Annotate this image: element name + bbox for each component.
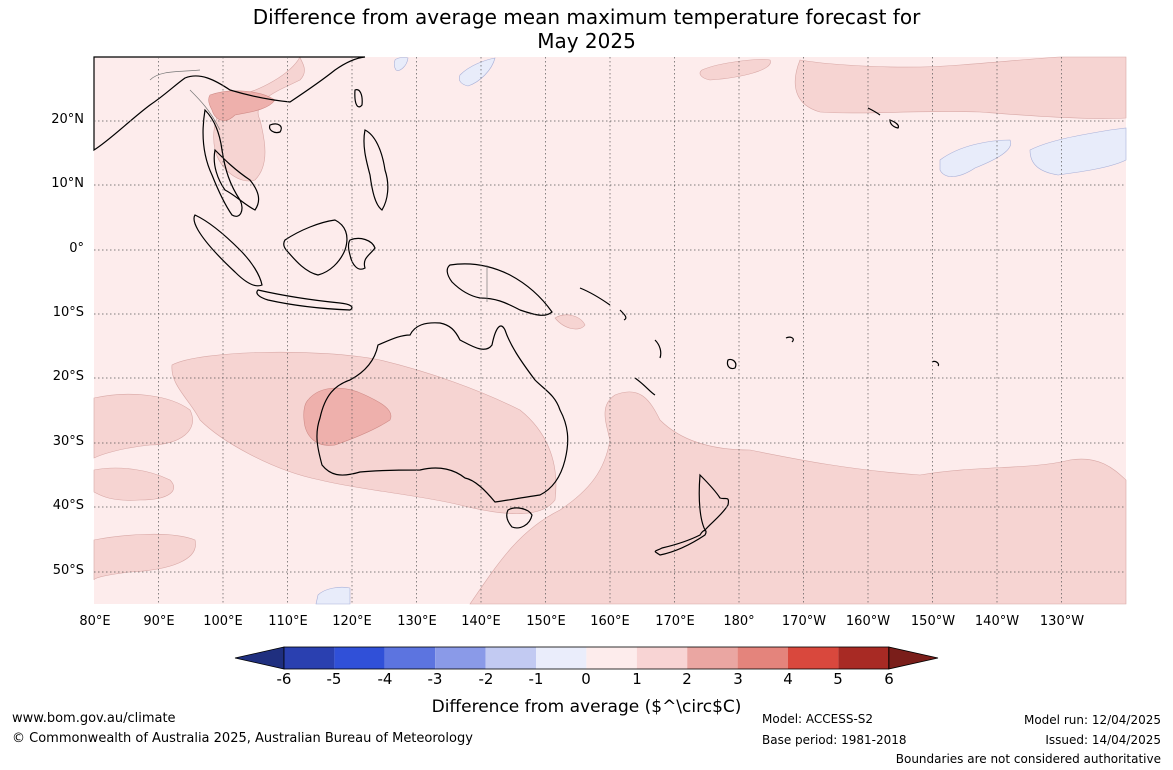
colorbar-tick: -2 [478,670,494,688]
coast-sulawesi [347,237,376,270]
colorbar-bin [838,647,889,669]
colorbar-extend-min [234,646,285,670]
lon-label: 160°E [590,614,630,629]
colorbar-tick: 6 [884,670,894,688]
gridlines [94,57,1126,604]
colorbar-extend-max [888,646,939,670]
coast-sumatra [193,214,263,287]
lat-label: 20°S [52,369,84,384]
anomaly-negative-regions [315,57,1127,605]
colorbar-bin [485,647,536,669]
lon-label: 160°W [845,614,891,629]
copyright-text: © Commonwealth of Australia 2025, Austra… [12,731,473,746]
colorbar-bin [737,647,788,669]
lat-label: 30°S [52,434,84,449]
coast-new-zealand-south [654,529,707,556]
coast-java [256,289,353,311]
lat-label: 10°N [51,176,84,191]
forecast-map [93,56,1127,605]
model-run-text: Model run: 12/04/2025 [1023,713,1161,727]
colorbar-bin [435,647,486,669]
coast-tasmania [506,507,533,529]
colorbar-bin [536,647,587,669]
lat-label: 50°S [52,563,84,578]
coast-australia [316,322,569,503]
lon-label: 140°E [461,614,501,629]
lon-label: 150°W [910,614,956,629]
lon-label: 170°W [781,614,827,629]
colorbar-bin [334,647,385,669]
colorbar-tick: -1 [528,670,544,688]
lon-label: 130°W [1039,614,1085,629]
colorbar-tick: 3 [733,670,743,688]
borders [149,69,488,302]
lon-label: 140°W [974,614,1020,629]
coast-new-guinea [446,263,553,316]
colorbar-bin [384,647,436,669]
lon-label: 110°E [268,614,308,629]
coast-new-zealand-north [698,473,730,532]
colorbar-tick: 5 [833,670,843,688]
colorbar-frame [283,646,890,670]
coast-philippines [363,129,389,211]
lon-label: 80°E [79,614,111,629]
colorbar-bin [284,647,335,669]
colorbar-tick: 2 [682,670,692,688]
model-text: Model: ACCESS-S2 [762,712,874,726]
colorbar-tick: -3 [427,670,443,688]
lon-label: 130°E [397,614,437,629]
lat-label: 40°S [52,498,84,513]
lat-label: 20°N [51,112,84,127]
colorbar-bin [636,647,688,669]
coast-indochina [202,108,243,217]
coast-borneo [283,219,348,276]
chart-title-line1: Difference from average mean maximum tem… [252,5,921,29]
colorbar-bin [788,647,839,669]
coast-asia-mainland [93,56,366,211]
colorbar-tick: 0 [581,670,591,688]
lon-label: 150°E [526,614,566,629]
lat-label: 0° [69,241,84,256]
colorbar-tick: 4 [783,670,793,688]
base-period-text: Base period: 1981-2018 [762,733,907,747]
coast-hawaii [867,107,900,129]
colorbar-title: Difference from average ($^\circ$C) [431,697,742,717]
chart-title-line2: May 2025 [537,29,636,53]
lon-label: 180° [723,614,755,629]
lon-label: 170°E [655,614,695,629]
anomaly-1-2-regions [93,56,1127,605]
lon-label: 100°E [203,614,243,629]
coastlines [93,56,940,556]
coast-pacific-islands [579,287,940,396]
colorbar-bin [586,647,637,669]
issued-text: Issued: 14/04/2025 [1045,733,1161,747]
lon-label: 120°E [332,614,372,629]
coast-taiwan-hainan [269,89,363,134]
colorbar-bin [687,647,738,669]
lat-label: 10°S [52,305,84,320]
colorbar-tick: -6 [276,670,292,688]
colorbar-tick: -4 [377,670,393,688]
colorbar-tick: -5 [326,670,342,688]
website-link[interactable]: www.bom.gov.au/climate [12,711,176,726]
lon-label: 90°E [143,614,175,629]
colorbar [234,646,939,670]
colorbar-tick: 1 [632,670,642,688]
disclaimer-text: Boundaries are not considered authoritat… [895,752,1161,766]
